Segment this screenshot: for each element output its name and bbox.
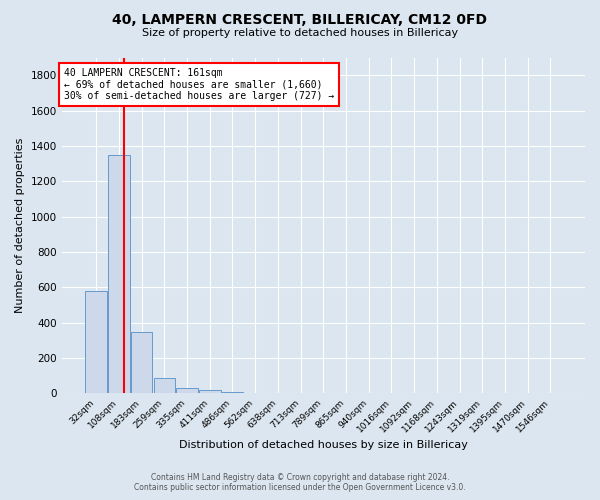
Y-axis label: Number of detached properties: Number of detached properties: [15, 138, 25, 313]
Bar: [176, 388, 198, 394]
Bar: [131, 332, 152, 394]
Bar: [222, 392, 243, 394]
Bar: [199, 390, 221, 394]
Bar: [108, 154, 130, 394]
Text: Contains HM Land Registry data © Crown copyright and database right 2024.
Contai: Contains HM Land Registry data © Crown c…: [134, 473, 466, 492]
X-axis label: Distribution of detached houses by size in Billericay: Distribution of detached houses by size …: [179, 440, 468, 450]
Text: 40, LAMPERN CRESCENT, BILLERICAY, CM12 0FD: 40, LAMPERN CRESCENT, BILLERICAY, CM12 0…: [113, 12, 487, 26]
Text: Size of property relative to detached houses in Billericay: Size of property relative to detached ho…: [142, 28, 458, 38]
Text: 40 LAMPERN CRESCENT: 161sqm
← 69% of detached houses are smaller (1,660)
30% of : 40 LAMPERN CRESCENT: 161sqm ← 69% of det…: [64, 68, 335, 101]
Bar: [154, 378, 175, 394]
Bar: [85, 291, 107, 394]
